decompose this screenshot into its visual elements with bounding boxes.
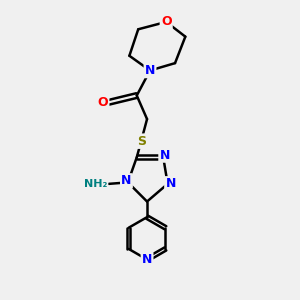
Text: O: O: [98, 96, 108, 109]
Text: N: N: [145, 64, 155, 77]
Text: N: N: [142, 253, 152, 266]
Text: NH₂: NH₂: [84, 179, 107, 189]
Text: N: N: [121, 174, 132, 188]
Text: S: S: [137, 135, 146, 148]
Text: O: O: [161, 15, 172, 28]
Text: N: N: [160, 148, 170, 161]
Text: N: N: [165, 177, 176, 190]
